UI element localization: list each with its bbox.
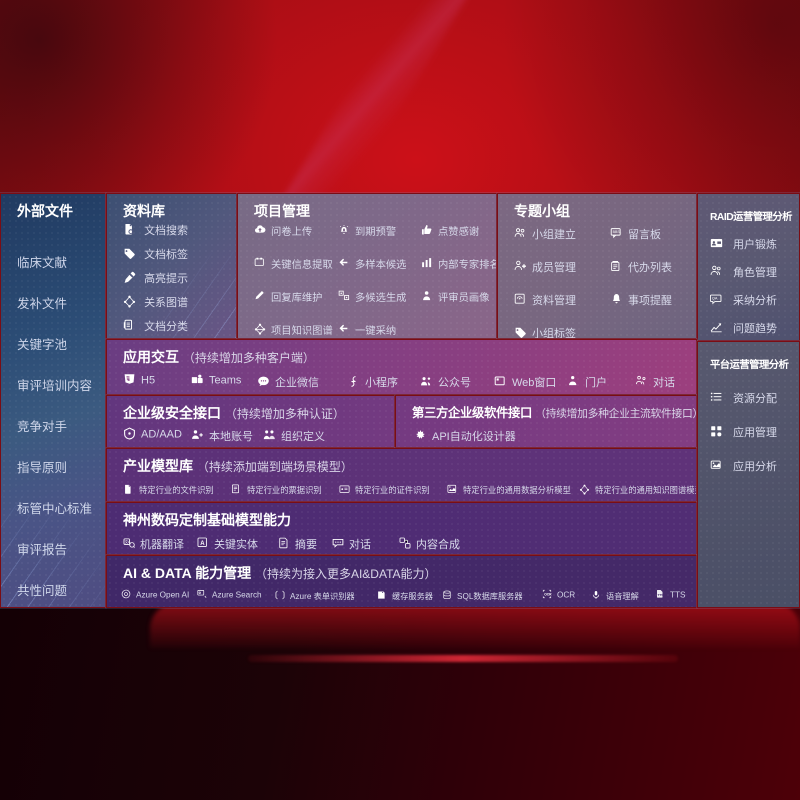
svg-text:A: A <box>200 541 205 547</box>
svg-text:BBS: BBS <box>613 230 621 234</box>
svg-text:TTS: TTS <box>658 593 664 597</box>
svg-text:OCR: OCR <box>544 592 552 596</box>
svg-text:QA: QA <box>712 295 718 300</box>
